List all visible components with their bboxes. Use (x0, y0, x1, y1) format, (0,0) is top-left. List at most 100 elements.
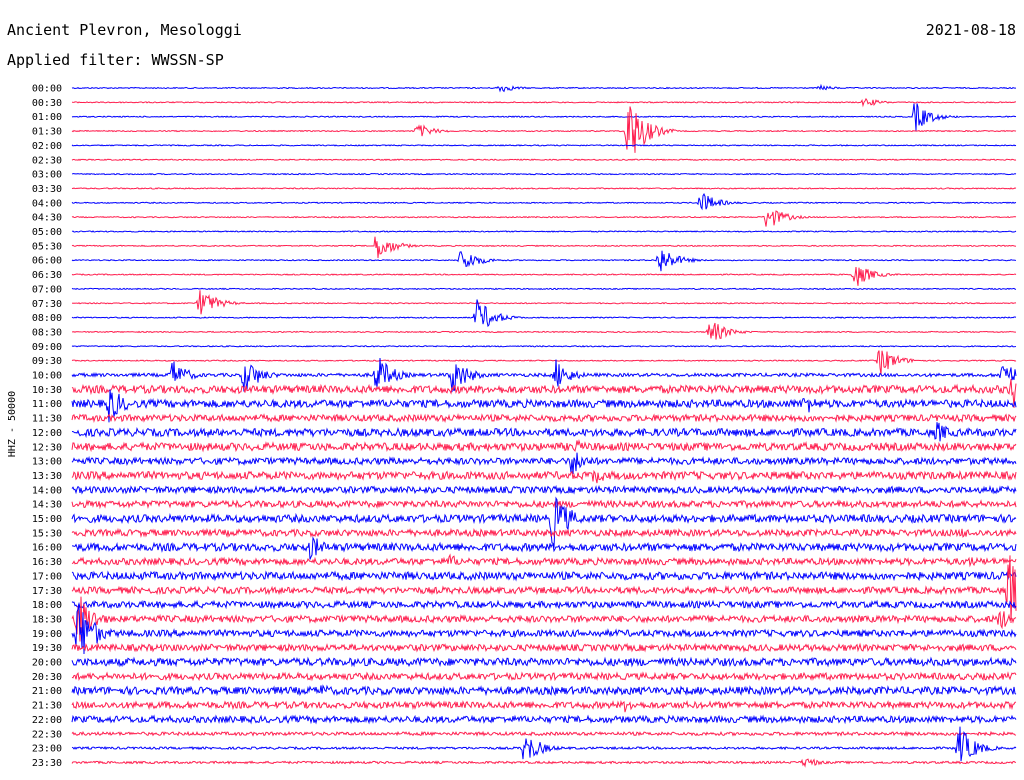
time-tick-label: 00:30 (32, 98, 62, 109)
time-tick-label: 04:00 (32, 198, 62, 209)
time-tick-label: 10:30 (32, 385, 62, 396)
trace-line (71, 290, 1017, 315)
time-tick-label: 16:00 (32, 543, 62, 554)
time-tick-label: 03:30 (32, 184, 62, 195)
trace-line (71, 452, 1017, 474)
trace-line (71, 570, 1017, 582)
trace-line (71, 236, 1017, 259)
trace-line (71, 97, 1017, 108)
trace-line (71, 642, 1017, 653)
time-tick-label: 14:30 (32, 500, 62, 511)
trace-line (71, 726, 1017, 762)
trace-line (71, 299, 1017, 328)
time-tick-label: 11:30 (32, 414, 62, 425)
time-tick-label: 01:00 (32, 112, 62, 123)
filter-label: Applied filter: WWSSN-SP (7, 51, 224, 69)
trace-line (71, 287, 1017, 291)
time-tick-label: 17:00 (32, 571, 62, 582)
time-tick-label: 15:30 (32, 528, 62, 539)
time-tick-label: 06:30 (32, 270, 62, 281)
time-tick-label: 07:00 (32, 284, 62, 295)
trace-line (71, 345, 1017, 348)
trace-line (71, 379, 1017, 408)
time-tick-label: 02:30 (32, 155, 62, 166)
time-tick-label: 14:00 (32, 485, 62, 496)
trace-line (71, 210, 1017, 227)
time-tick-label: 03:00 (32, 170, 62, 181)
trace-line (71, 106, 1017, 153)
time-tick-label: 07:30 (32, 299, 62, 310)
time-tick-label: 18:30 (32, 614, 62, 625)
trace-line (71, 714, 1017, 725)
time-tick-label: 08:00 (32, 313, 62, 324)
time-tick-label: 20:00 (32, 658, 62, 669)
time-tick-label: 23:30 (32, 758, 62, 769)
time-tick-label: 00:00 (32, 84, 62, 95)
y-axis-label: HHZ - 50000 (7, 391, 18, 457)
time-tick-label: 11:00 (32, 399, 62, 410)
trace-line (71, 187, 1017, 190)
time-tick-label: 02:00 (32, 141, 62, 152)
time-axis-labels: 00:00 00:30 01:00 01:30 02:00 02:30 03:00 03:30… (32, 84, 62, 769)
time-tick-label: 13:00 (32, 457, 62, 468)
trace-line (71, 671, 1017, 682)
trace-line (71, 438, 1017, 453)
time-tick-label: 22:00 (32, 715, 62, 726)
trace-line (71, 555, 1017, 624)
trace-line (71, 730, 1017, 737)
time-tick-label: 06:00 (32, 256, 62, 267)
time-tick-label: 17:30 (32, 586, 62, 597)
trace-line (71, 350, 1017, 376)
trace-line (71, 389, 1017, 423)
trace-line (71, 192, 1017, 211)
time-tick-label: 12:30 (32, 442, 62, 453)
trace-line (71, 322, 1017, 340)
time-tick-label: 01:30 (32, 127, 62, 138)
time-tick-label: 19:30 (32, 643, 62, 654)
trace-line (71, 484, 1017, 495)
trace-line (71, 599, 1017, 610)
trace-line (71, 358, 1017, 393)
trace-line (71, 172, 1017, 176)
time-tick-label: 15:00 (32, 514, 62, 525)
trace-line (71, 536, 1017, 560)
seismic-traces (71, 83, 1017, 768)
date-label: 2021-08-18 (925, 21, 1016, 39)
time-tick-label: 12:00 (32, 428, 62, 439)
trace-line (71, 499, 1017, 510)
time-tick-label: 16:30 (32, 557, 62, 568)
time-tick-label: 13:30 (32, 471, 62, 482)
time-tick-label: 05:30 (32, 241, 62, 252)
trace-line (71, 496, 1017, 548)
trace-line (71, 422, 1017, 442)
time-tick-label: 08:30 (32, 327, 62, 338)
trace-line (71, 103, 1017, 131)
time-tick-label: 04:30 (32, 213, 62, 224)
trace-line (71, 158, 1017, 162)
time-tick-label: 21:00 (32, 686, 62, 697)
time-tick-label: 20:30 (32, 672, 62, 683)
trace-line (71, 656, 1017, 668)
trace-line (71, 596, 1017, 642)
time-tick-label: 19:00 (32, 629, 62, 640)
time-tick-label: 09:30 (32, 356, 62, 367)
trace-line (71, 469, 1017, 484)
time-tick-label: 10:00 (32, 371, 62, 382)
station-title: Ancient Plevron, Mesologgi (7, 21, 242, 39)
trace-line (71, 267, 1017, 286)
trace-line (71, 250, 1017, 272)
trace-line (71, 83, 1017, 93)
trace-line (71, 553, 1017, 568)
trace-line (71, 758, 1017, 768)
time-tick-label: 23:00 (32, 744, 62, 755)
time-tick-label: 21:30 (32, 701, 62, 712)
time-tick-label: 09:00 (32, 342, 62, 353)
trace-line (71, 230, 1017, 233)
time-tick-label: 22:30 (32, 729, 62, 740)
trace-line (71, 413, 1017, 424)
trace-line (71, 684, 1017, 697)
trace-line (71, 604, 1017, 654)
trace-line (71, 527, 1017, 539)
time-tick-label: 18:00 (32, 600, 62, 611)
